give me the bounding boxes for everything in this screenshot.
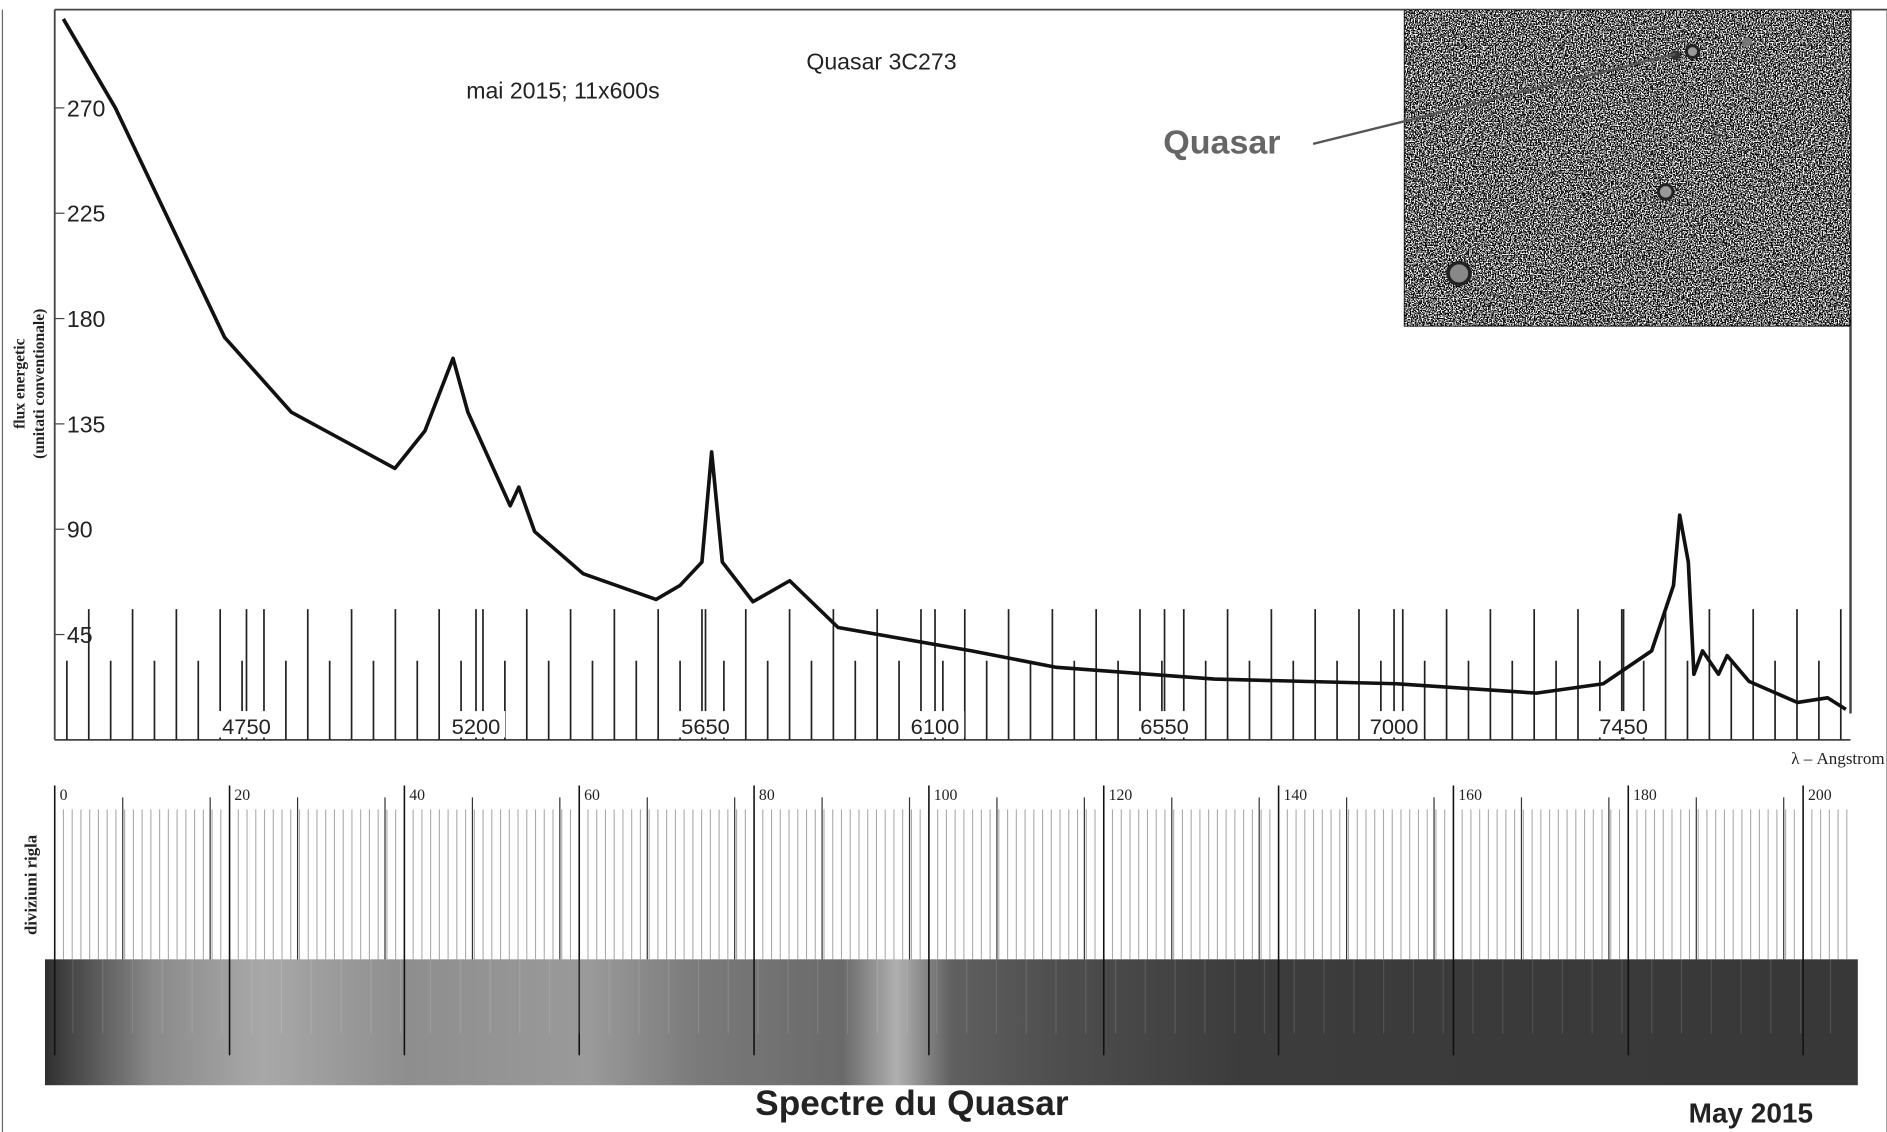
x-tick-label-bg (446, 711, 506, 738)
inset-noise (1404, 9, 1851, 327)
x-tick-label: 6550 (1140, 714, 1189, 739)
star (1684, 44, 1701, 60)
y-tick-label: 225 (67, 201, 106, 227)
star (1446, 260, 1472, 286)
y-tick-label: 90 (67, 517, 93, 543)
y-tick-label: 180 (67, 306, 106, 332)
ruler-tick-label: 80 (759, 787, 775, 804)
x-tick-label: 6100 (911, 714, 960, 739)
y-axis-label: flux energetic (11, 338, 28, 428)
ruler-tick-label: 160 (1458, 787, 1482, 804)
ruler-tick-label: 60 (584, 787, 600, 804)
ruler-tick-label: 100 (934, 787, 958, 804)
x-tick-label-bg (1364, 711, 1424, 738)
star (1656, 183, 1675, 201)
x-tick-label-bg (905, 711, 965, 738)
x-tick-label: 7450 (1599, 714, 1648, 739)
y-tick-label: 270 (67, 95, 106, 121)
chart-title: Quasar 3C273 (806, 49, 956, 75)
footer-title: Spectre du Quasar (755, 1084, 1069, 1123)
star (1742, 37, 1753, 47)
x-tick-label-bg (217, 711, 276, 738)
annotation-arrow (1312, 52, 1676, 146)
ruler-tick-label: 180 (1633, 787, 1657, 804)
x-tick-label: 5200 (452, 714, 501, 739)
ruler-label: diviziuni rigla (21, 834, 40, 935)
y-tick-label: 45 (67, 622, 93, 648)
x-tick-label-bg (1135, 711, 1194, 738)
x-tick-label: 4750 (222, 714, 271, 739)
chart-subtitle: mai 2015; 11x600s (466, 77, 659, 103)
x-tick-label-bg (1594, 711, 1653, 738)
y-tick-label: 135 (67, 411, 106, 437)
ruler-tick-label: 200 (1808, 787, 1832, 804)
y-axis-label: (unitati conventionale) (31, 309, 48, 459)
inset-image (1403, 8, 1852, 327)
annotation: Quasar (1163, 124, 1280, 162)
x-tick-label-bg (676, 711, 735, 738)
x-tick-label: 5650 (681, 714, 730, 739)
x-tick-label: 7000 (1370, 714, 1419, 739)
ruler-tick-label: 20 (234, 787, 250, 804)
ruler-tick-label: 120 (1109, 787, 1133, 804)
ruler-tick-label: 0 (60, 787, 68, 804)
x-axis-label: λ – Angstrom (1791, 749, 1884, 768)
spectrum-line (61, 18, 1847, 711)
spectrum-strip (44, 959, 1858, 1086)
footer-date: May 2015 (1689, 1098, 1813, 1129)
ruler-tick-label: 140 (1283, 787, 1307, 804)
ruler-tick-label: 40 (409, 787, 425, 804)
